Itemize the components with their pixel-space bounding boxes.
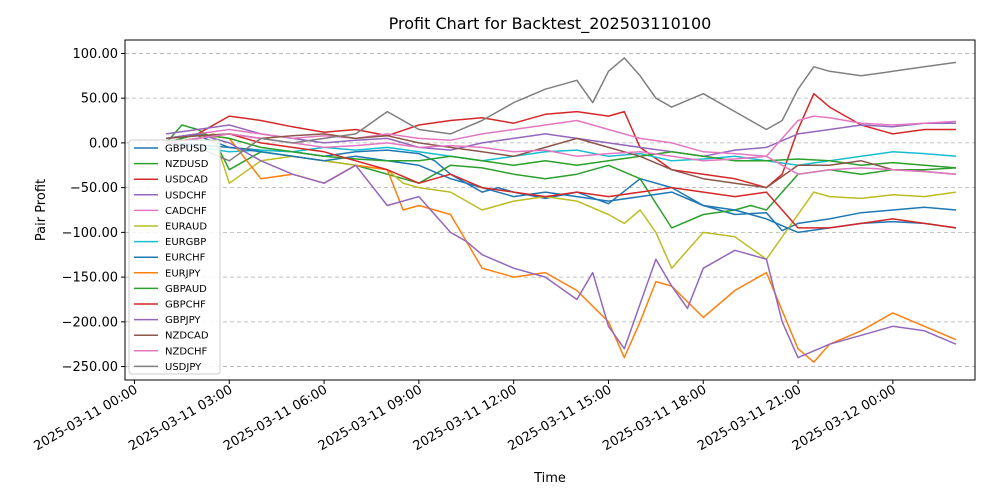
series-line-cadchf xyxy=(165,115,957,158)
y-tick-label-7: −250.00 xyxy=(62,360,118,375)
legend-label-gbpaud: GBPAUD xyxy=(165,284,207,295)
legend-label-eurjpy: EURJPY xyxy=(165,268,201,279)
series-line-usdjpy xyxy=(165,57,957,162)
chart-title: Profit Chart for Backtest_202503110100 xyxy=(389,14,712,34)
legend-label-usdjpy: USDJPY xyxy=(165,362,202,373)
series-line-eurgbp xyxy=(165,142,957,167)
series-line-gbpusd xyxy=(166,134,957,232)
series-line-gbpaud xyxy=(165,133,957,169)
y-tick-label-6: −200.00 xyxy=(62,315,118,330)
legend-label-eurgbp: EURGBP xyxy=(165,237,206,248)
x-tick-label-5: 2025-03-11 15:00 xyxy=(505,382,614,454)
legend-label-usdchf: USDCHF xyxy=(165,190,207,201)
series-line-euraud xyxy=(165,133,957,269)
series-line-usdcad xyxy=(165,92,956,189)
y-axis-label: Pair Profit xyxy=(34,179,49,241)
legend-label-eurchf: EURCHF xyxy=(165,253,206,264)
x-axis-label: Time xyxy=(533,471,566,486)
grid-layer xyxy=(125,53,975,367)
y-tick-label-3: −50.00 xyxy=(70,181,118,196)
legend-box xyxy=(128,139,221,375)
series-line-gbpjpy xyxy=(165,133,957,359)
plot-frame xyxy=(124,39,976,381)
x-tick-label-3: 2025-03-11 09:00 xyxy=(316,382,425,454)
legend-label-nzdchf: NZDCHF xyxy=(165,346,208,357)
y-tick-label-1: 50.00 xyxy=(81,92,118,107)
x-tick-label-8: 2025-03-12 00:00 xyxy=(790,382,899,454)
series-line-eurjpy xyxy=(165,133,957,363)
legend-label-euraud: EURAUD xyxy=(165,222,207,233)
legend-label-cadchf: CADCHF xyxy=(165,206,207,217)
series-line-nzdchf xyxy=(165,133,957,175)
x-tick-label-2: 2025-03-11 06:00 xyxy=(221,382,330,454)
series-line-usdchf xyxy=(165,122,956,158)
legend-label-gbpjpy: GBPJPY xyxy=(165,315,201,326)
x-tick-label-6: 2025-03-11 18:00 xyxy=(600,382,709,454)
legend-label-gbpchf: GBPCHF xyxy=(165,300,206,311)
x-tick-label-4: 2025-03-11 12:00 xyxy=(411,382,520,454)
x-tick-label-0: 2025-03-11 00:00 xyxy=(32,382,141,454)
x-tick-label-7: 2025-03-11 21:00 xyxy=(695,382,804,454)
legend: GBPUSD NZDUSD USDCAD USDCHF CADCHF EURAUD EURG… xyxy=(128,139,221,375)
lines-layer xyxy=(165,57,957,363)
y-tick-label-5: −150.00 xyxy=(62,271,118,286)
legend-label-nzdcad: NZDCAD xyxy=(165,331,209,342)
y-tick-label-0: 100.00 xyxy=(73,47,119,62)
legend-label-gbpusd: GBPUSD xyxy=(165,144,207,155)
series-line-gbpchf xyxy=(165,133,957,229)
y-tick-label-4: −100.00 xyxy=(62,226,118,241)
legend-label-nzdusd: NZDUSD xyxy=(165,159,209,170)
series-line-nzdcad xyxy=(166,133,957,189)
y-tick-label-2: 0.00 xyxy=(89,136,118,151)
series-line-nzdusd xyxy=(165,124,957,229)
x-tick-label-1: 2025-03-11 03:00 xyxy=(126,382,235,454)
legend-label-usdcad: USDCAD xyxy=(165,175,208,186)
